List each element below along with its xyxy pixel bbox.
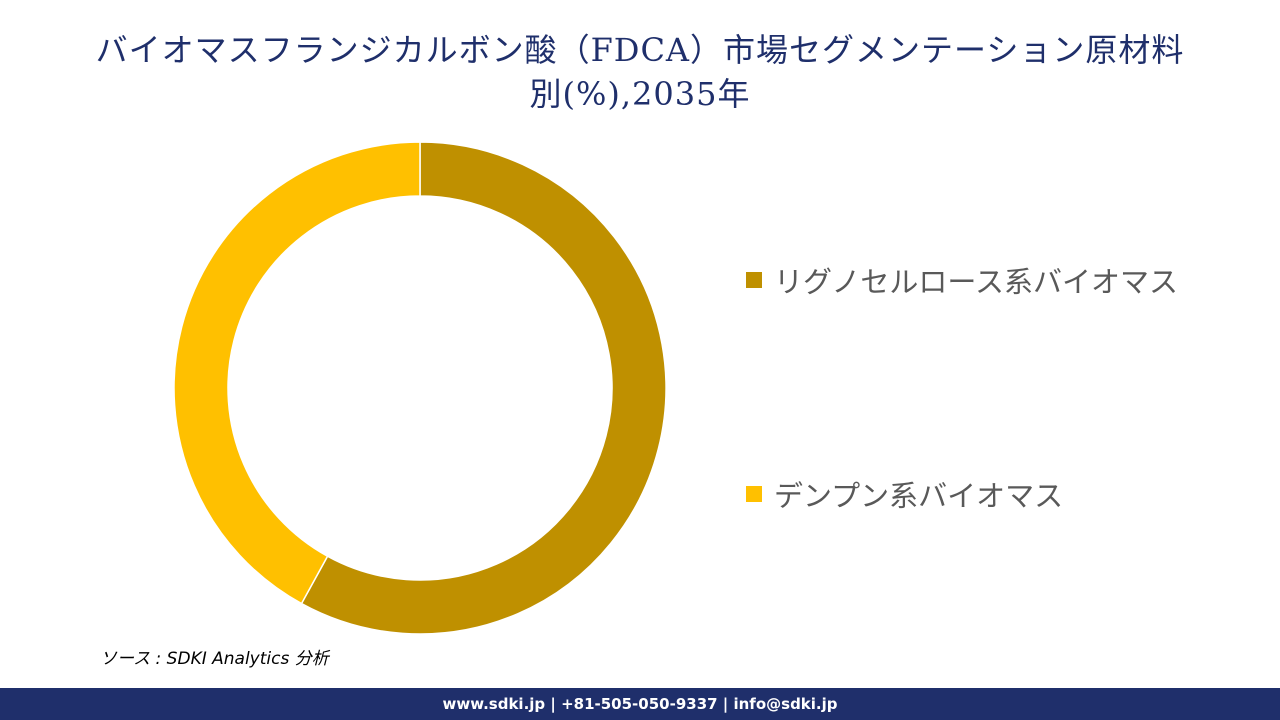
legend-item-2: デンプン系バイオマス — [746, 474, 1276, 514]
legend-item-1: リグノセルロース系バイオマス — [746, 260, 1276, 300]
donut-slice-2 — [173, 141, 421, 605]
legend-label-1: リグノセルロース系バイオマス — [774, 265, 1178, 299]
chart-title-line-2: 別(%),2035年 — [529, 75, 751, 113]
legend-label-2: デンプン系バイオマス — [774, 479, 1064, 513]
chart-title-line-1: バイオマスフランジカルボン酸（FDCA）市場セグメンテーション原材料 — [95, 31, 1185, 69]
footer-contact-bar: www.sdki.jp | +81-505-050-9337 | info@sd… — [0, 688, 1280, 720]
legend-swatch-1 — [746, 272, 762, 288]
legend-swatch-2 — [746, 486, 762, 502]
source-note: ソース : SDKI Analytics 分析 — [100, 649, 329, 669]
chart-title: バイオマスフランジカルボン酸（FDCA）市場セグメンテーション原材料 別(%),… — [0, 28, 1280, 116]
donut-slice-1 — [300, 141, 667, 635]
donut-chart — [173, 141, 667, 635]
